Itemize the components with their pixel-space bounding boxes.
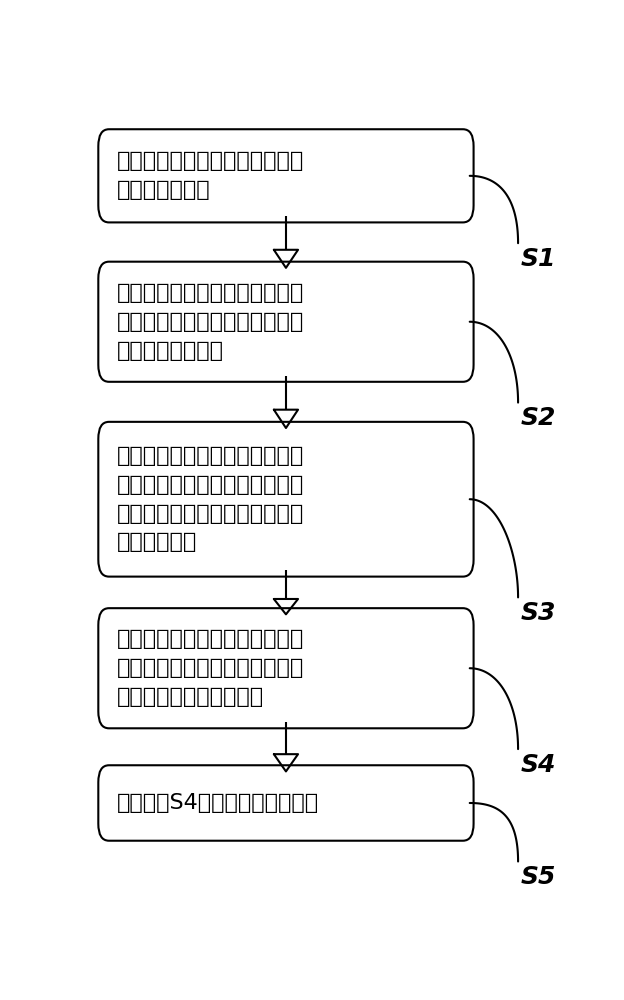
Text: S1: S1 [520,247,556,271]
Text: S3: S3 [520,601,556,625]
FancyBboxPatch shape [99,608,474,728]
FancyBboxPatch shape [99,262,474,382]
Text: 重复步骤S4，以使隧道继续掘进: 重复步骤S4，以使隧道继续掘进 [117,793,319,813]
Text: S5: S5 [520,865,556,889]
Text: S4: S4 [520,753,556,777]
FancyBboxPatch shape [99,129,474,222]
Text: 确定高岩溶区域上软、下硬岩层
之间的交接位置: 确定高岩溶区域上软、下硬岩层 之间的交接位置 [117,151,304,200]
FancyBboxPatch shape [99,765,474,841]
Text: S2: S2 [520,406,556,430]
FancyBboxPatch shape [99,422,474,577]
Text: 按照第一预定施工方法在第一施
工区域运用；按照第二预定施工
方法在第二施工区域运用: 按照第一预定施工方法在第一施 工区域运用；按照第二预定施工 方法在第二施工区域运… [117,629,304,707]
Text: 确定施工方法，第一施工区域选
用第一预定施工方法开挖掘进，
第二施工区域选用第二预定施工
方法开挖掘进: 确定施工方法，第一施工区域选 用第一预定施工方法开挖掘进， 第二施工区域选用第二… [117,446,304,552]
Text: 确定施工区域，中心线以上区域
为第一施工区域、中心线以下区
域为第二施工区域: 确定施工区域，中心线以上区域 为第一施工区域、中心线以下区 域为第二施工区域 [117,283,304,361]
